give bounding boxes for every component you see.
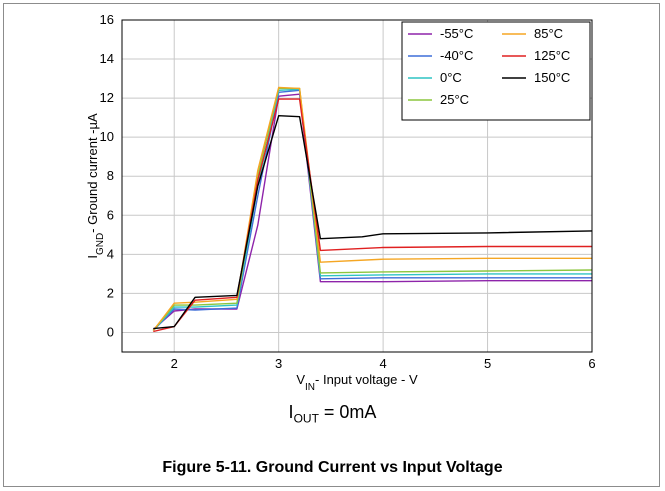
legend-label: 85°C — [534, 26, 563, 41]
x-tick-label: 5 — [484, 356, 491, 371]
legend-label: 0°C — [440, 70, 462, 85]
legend-label: -55°C — [440, 26, 473, 41]
y-axis-label: IGND- Ground current -µA — [85, 113, 106, 259]
y-tick-label: 2 — [107, 285, 114, 300]
series-line-5 — [153, 98, 592, 333]
series-line-4 — [152, 86, 592, 331]
figure-frame — [3, 3, 660, 487]
series-line-0 — [152, 93, 592, 331]
y-tick-label: 6 — [107, 207, 114, 222]
legend-box — [401, 21, 591, 121]
y-tick-label: 4 — [107, 246, 114, 261]
y-tick-label: 0 — [107, 324, 114, 339]
y-tick-label: 12 — [100, 90, 114, 105]
y-tick-label: 8 — [107, 168, 114, 183]
series-line-2 — [152, 88, 592, 331]
series-line-1 — [152, 89, 592, 331]
chart: 2 3 4 5 6 0 2 4 6 8 10 12 14 16 -55°C -40°C 0°C 25°C 85°C… — [85, 12, 596, 393]
series-line-6 — [153, 114, 593, 330]
y-tick-label: 14 — [100, 51, 114, 66]
annotation-iout: IOUT = 0mA — [0, 402, 665, 426]
series-line-3 — [152, 87, 593, 331]
x-axis-label: VIN- Input voltage - V — [296, 372, 418, 393]
legend: -55°C -40°C 0°C 25°C 85°C 125°C 150°C — [401, 21, 591, 121]
x-tick-label: 2 — [171, 356, 178, 371]
plot-area-border — [121, 19, 593, 353]
series-lines — [152, 86, 593, 333]
x-tick-label: 6 — [588, 356, 595, 371]
x-tick-label: 3 — [275, 356, 282, 371]
annotation-symbol: I — [288, 402, 294, 422]
tick-labels: 2 3 4 5 6 0 2 4 6 8 10 12 14 16 — [100, 12, 596, 371]
legend-label: -40°C — [440, 48, 473, 63]
annotation-subscript: OUT — [293, 411, 319, 426]
legend-label: 150°C — [534, 70, 570, 85]
y-tick-label: 16 — [100, 12, 114, 27]
annotation-value: = 0mA — [318, 402, 377, 422]
figure-caption: Figure 5-11. Ground Current vs Input Vol… — [162, 459, 503, 476]
x-tick-label: 4 — [379, 356, 386, 371]
legend-label: 125°C — [534, 48, 570, 63]
y-tick-label: 10 — [100, 129, 114, 144]
legend-label: 25°C — [440, 92, 469, 107]
